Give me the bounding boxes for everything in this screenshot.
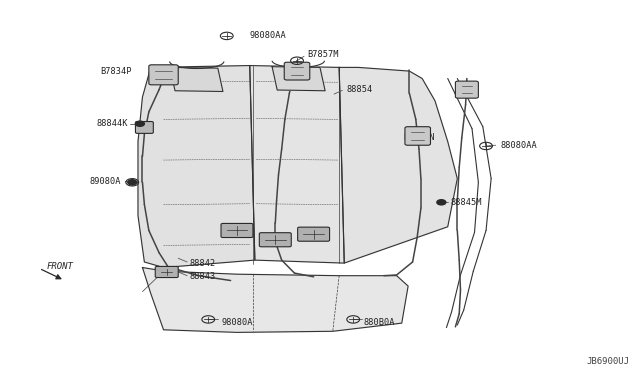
Text: 89080A: 89080A [89,177,121,186]
Text: B7834P: B7834P [100,67,132,76]
FancyBboxPatch shape [259,233,291,247]
Text: 88845M: 88845M [451,198,483,207]
Polygon shape [170,67,223,92]
Text: 98080AA: 98080AA [250,31,287,41]
Polygon shape [143,267,408,333]
Text: 88842: 88842 [189,259,215,268]
FancyBboxPatch shape [136,122,154,134]
FancyBboxPatch shape [298,227,330,241]
FancyBboxPatch shape [456,81,478,98]
Text: B7835N: B7835N [403,132,435,142]
Circle shape [128,180,137,185]
FancyBboxPatch shape [149,65,178,85]
Polygon shape [250,65,344,263]
Text: 88844K: 88844K [97,119,129,128]
FancyBboxPatch shape [221,224,253,237]
FancyBboxPatch shape [405,127,431,145]
Text: 88080AA: 88080AA [500,141,537,150]
Circle shape [136,121,145,126]
FancyBboxPatch shape [156,266,178,278]
FancyBboxPatch shape [284,62,310,80]
Text: B7857M: B7857M [307,50,339,59]
Polygon shape [272,67,325,91]
Text: 98080A: 98080A [221,318,253,327]
Polygon shape [138,65,255,267]
Text: JB6900UJ: JB6900UJ [587,357,630,366]
Circle shape [437,200,446,205]
Polygon shape [339,67,458,263]
Text: FRONT: FRONT [47,262,74,271]
Text: 880B0A: 880B0A [364,318,395,327]
Text: 88854: 88854 [347,85,373,94]
Text: 88843: 88843 [189,272,215,281]
